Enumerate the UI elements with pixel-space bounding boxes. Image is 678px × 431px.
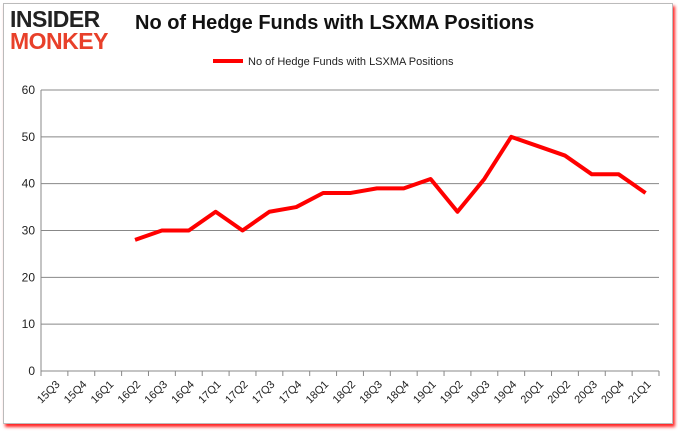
y-tick-label: 30 xyxy=(22,224,36,238)
logo-line2: MONKEY xyxy=(10,28,108,54)
x-tick-label: 20Q3 xyxy=(572,379,600,407)
y-tick-label: 40 xyxy=(22,177,36,191)
x-tick-label: 20Q2 xyxy=(546,379,574,407)
x-tick-label: 20Q4 xyxy=(599,379,627,407)
x-tick-label: 18Q2 xyxy=(331,379,359,407)
x-tick-label: 16Q1 xyxy=(89,379,117,407)
x-tick-label: 18Q4 xyxy=(384,379,412,407)
y-tick-label: 60 xyxy=(22,83,36,97)
x-tick-label: 16Q2 xyxy=(116,379,144,407)
x-tick-label: 17Q1 xyxy=(196,379,224,407)
chart-title: No of Hedge Funds with LSXMA Positions xyxy=(135,12,535,34)
x-tick-label: 19Q2 xyxy=(438,379,466,407)
insider-monkey-logo: INSIDER MONKEY xyxy=(10,6,108,54)
x-tick-label: 19Q3 xyxy=(465,379,493,407)
x-tick-label: 17Q2 xyxy=(223,379,251,407)
logo-line1: INSIDER xyxy=(10,6,100,32)
x-tick-label: 17Q4 xyxy=(277,379,305,407)
x-tick-label: 15Q3 xyxy=(35,379,63,407)
legend-label: No of Hedge Funds with LSXMA Positions xyxy=(248,56,454,68)
x-tick-label: 19Q1 xyxy=(411,379,439,407)
y-tick-label: 50 xyxy=(22,130,36,144)
series-line xyxy=(134,134,647,242)
chart-frame xyxy=(3,3,673,424)
x-tick-label: 16Q3 xyxy=(143,379,171,407)
x-tick-label: 21Q1 xyxy=(626,379,654,407)
x-tick-label: 16Q4 xyxy=(169,379,197,407)
y-tick-label: 0 xyxy=(28,364,35,378)
y-tick-label: 10 xyxy=(22,317,36,331)
x-tick-label: 18Q1 xyxy=(304,379,332,407)
x-tick-label: 19Q4 xyxy=(492,379,520,407)
x-tick-label: 17Q3 xyxy=(250,379,278,407)
y-tick-label: 20 xyxy=(22,270,36,284)
x-tick-label: 20Q1 xyxy=(519,379,547,407)
x-tick-label: 15Q4 xyxy=(62,379,90,407)
x-tick-label: 18Q3 xyxy=(357,379,385,407)
